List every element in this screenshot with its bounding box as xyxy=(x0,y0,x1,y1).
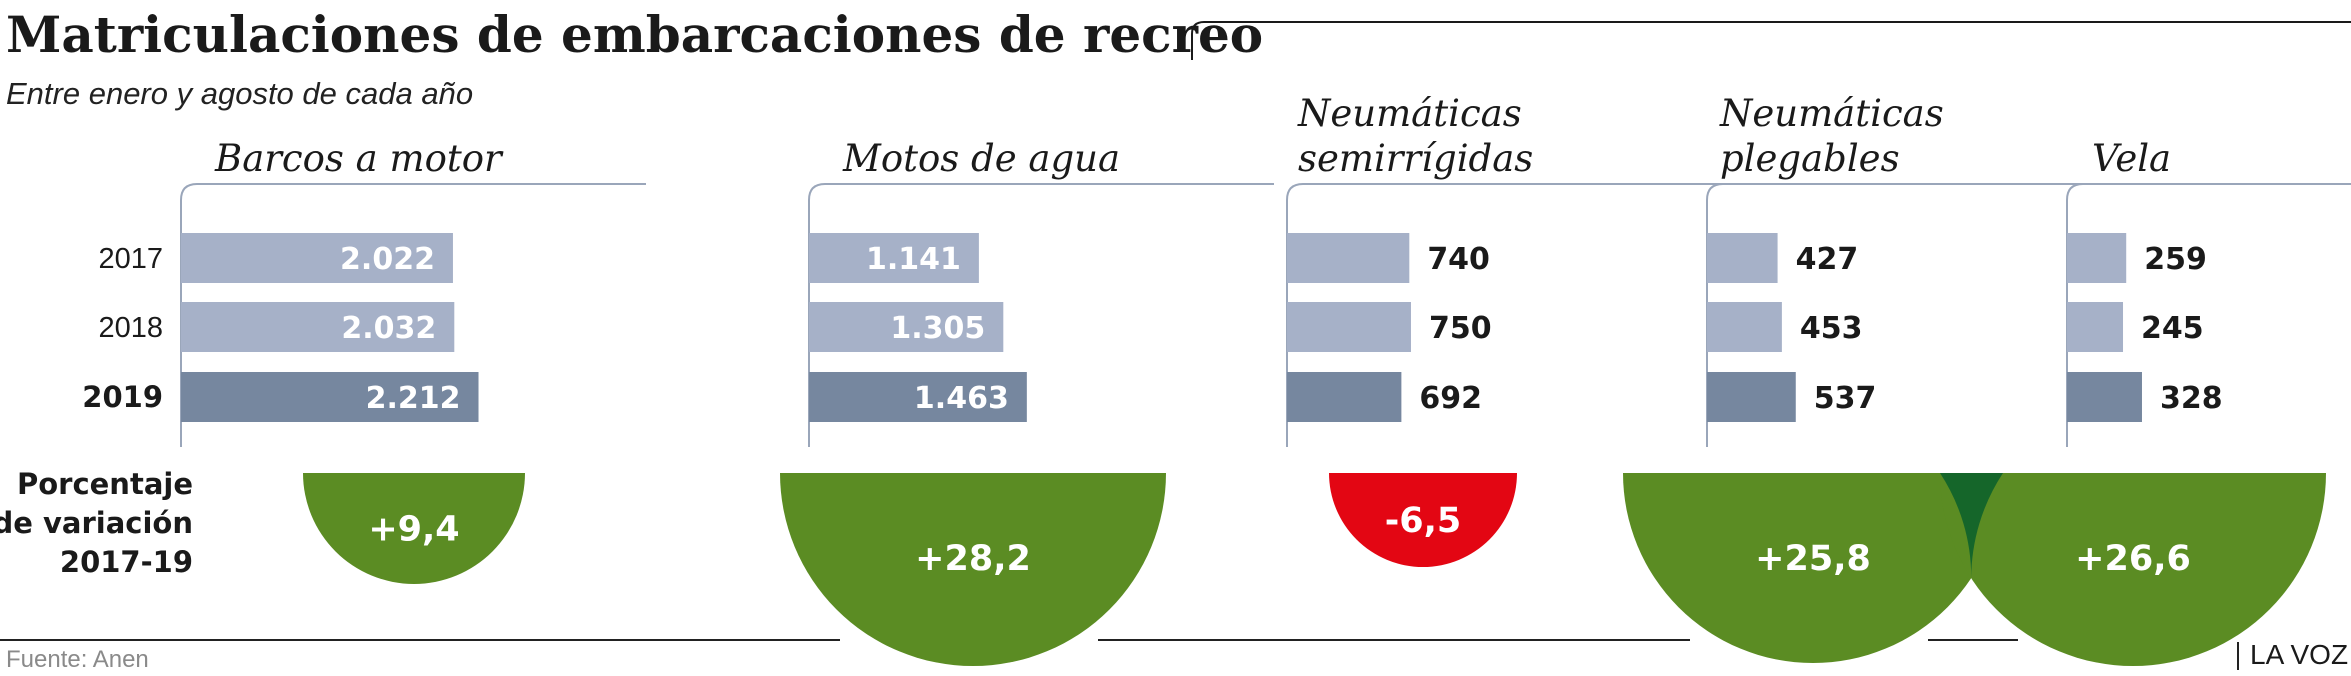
chart-header: Matriculaciones de embarcaciones de recr… xyxy=(6,5,2351,111)
year-labels: 2017 2018 2019 xyxy=(82,243,163,414)
bar xyxy=(1707,233,1778,283)
bar xyxy=(1707,302,1782,352)
bar-value-label: 1.141 xyxy=(866,242,961,277)
year-label: 2017 xyxy=(98,243,163,275)
bar-value-label: 2.032 xyxy=(341,311,436,346)
variation-overlap xyxy=(1940,473,2003,579)
bar-value-label: 750 xyxy=(1429,311,1492,346)
category-name: Motos de agua xyxy=(842,137,1120,180)
bar-group: Vela 259 245 328 xyxy=(2066,137,2351,447)
bar-value-label: 537 xyxy=(1814,381,1877,416)
category-name: plegables xyxy=(1720,137,1900,180)
variation-semicircle xyxy=(780,473,1166,666)
chart-footer: Fuente: Anen LA VOZ xyxy=(0,639,2348,673)
category-axis xyxy=(1706,183,2172,447)
category-axis xyxy=(1286,183,1752,447)
category-name: Vela xyxy=(2092,137,2171,180)
bar xyxy=(2067,233,2127,283)
variation-value-label: -6,5 xyxy=(1385,501,1462,541)
title-rule xyxy=(1191,21,2351,60)
bar-value-label: 245 xyxy=(2141,311,2204,346)
bar-group: Barcos a motor 2.022 2.032 2.212 xyxy=(180,137,646,447)
category-name: Neumáticas xyxy=(1297,92,1522,135)
brand-logo: LA VOZ xyxy=(2250,639,2348,670)
variation-semicircle xyxy=(1329,473,1517,567)
bar-value-label: 2.212 xyxy=(366,381,461,416)
bar-value-label: 328 xyxy=(2160,381,2223,416)
bar xyxy=(1707,372,1796,422)
chart-subtitle: Entre enero y agosto de cada año xyxy=(6,76,473,111)
variation-value-label: +25,8 xyxy=(1755,539,1871,579)
bar-value-label: 692 xyxy=(1419,381,1482,416)
bar xyxy=(181,302,455,352)
bar xyxy=(1287,233,1410,283)
variation-circles: +9,4 +28,2 -6,5 +25,8 +26,6 xyxy=(303,473,2326,666)
bar xyxy=(2067,372,2142,422)
bar-value-label: 1.305 xyxy=(890,311,985,346)
bar-value-label: 2.022 xyxy=(340,242,435,277)
bar xyxy=(181,233,453,283)
bar-group: Motos de agua 1.141 1.305 1.463 xyxy=(808,137,1274,447)
variation-label-line: 2017-19 xyxy=(60,545,193,579)
bar-value-label: 1.463 xyxy=(914,381,1009,416)
category-axis xyxy=(808,183,1274,447)
source-note: Fuente: Anen xyxy=(6,646,149,673)
category-name: semirrígidas xyxy=(1298,137,1533,180)
bar-value-label: 740 xyxy=(1427,242,1490,277)
bar xyxy=(1287,302,1411,352)
variation-value-label: +28,2 xyxy=(915,539,1031,579)
category-axis xyxy=(2066,183,2351,447)
chart-title: Matriculaciones de embarcaciones de recr… xyxy=(6,5,1263,64)
variation-label: Porcentaje de variación 2017-19 xyxy=(0,467,193,579)
variation-value-label: +9,4 xyxy=(368,510,459,550)
bar xyxy=(181,372,479,422)
bar xyxy=(809,372,1027,422)
bar xyxy=(809,233,979,283)
bar xyxy=(1287,372,1402,422)
year-label: 2018 xyxy=(98,312,163,344)
category-name: Barcos a motor xyxy=(214,137,504,180)
variation-value-label: +26,6 xyxy=(2075,539,2191,579)
category-name: Neumáticas xyxy=(1719,92,1944,135)
bar-value-label: 259 xyxy=(2144,242,2207,277)
variation-semicircle xyxy=(1623,473,2003,663)
bar-value-label: 453 xyxy=(1800,311,1863,346)
variation-label-line: Porcentaje xyxy=(17,467,193,501)
bar-groups: Barcos a motor 2.022 2.032 2.212 Motos de ag… xyxy=(180,92,2351,447)
bar xyxy=(809,302,1004,352)
variation-semicircle xyxy=(303,473,525,584)
bar xyxy=(2067,302,2124,352)
category-axis xyxy=(180,183,646,447)
year-label: 2019 xyxy=(82,380,163,414)
variation-semicircle xyxy=(1940,473,2326,666)
variation-label-line: de variación xyxy=(0,506,193,540)
bar-value-label: 427 xyxy=(1796,242,1859,277)
